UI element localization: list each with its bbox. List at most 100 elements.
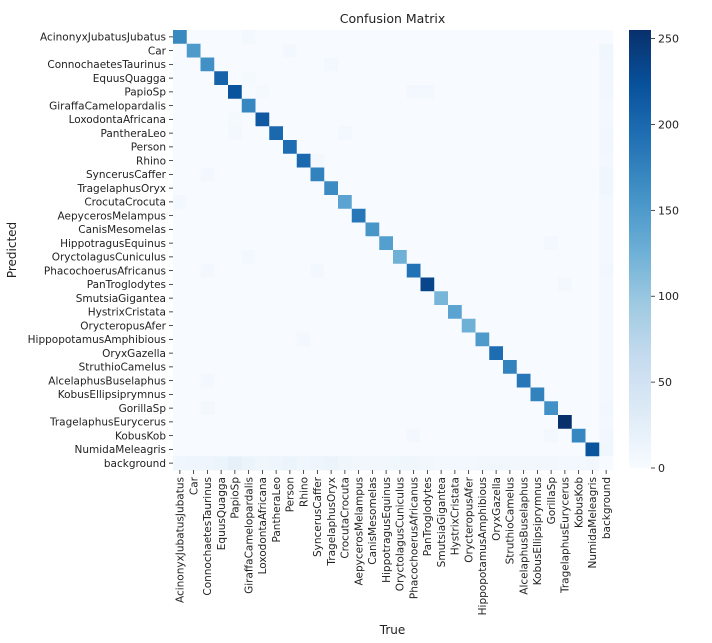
heatmap-cell-r16-c29 — [571, 250, 586, 265]
y-tick-label: Car — [148, 45, 167, 57]
heatmap-cell-r15-c23 — [489, 236, 504, 251]
heatmap-cell-r3-c20 — [448, 71, 463, 86]
heatmap-cell-r15-c9 — [296, 236, 311, 251]
heatmap-cell-r10-c1 — [186, 167, 201, 182]
heatmap-cell-r20-c19 — [434, 305, 449, 320]
heatmap-cell-r12-c31 — [599, 195, 614, 210]
heatmap-cell-r5-c25 — [516, 98, 531, 113]
heatmap-cell-r30-c26 — [530, 442, 545, 457]
heatmap-cell-r16-c12 — [338, 250, 353, 265]
y-tick-label: NumidaMeleagris — [75, 444, 166, 456]
heatmap-cell-r13-c20 — [448, 208, 463, 223]
heatmap-cell-r19-c2 — [200, 291, 215, 306]
heatmap-cell-r0-c30 — [585, 30, 600, 45]
heatmap-cell-r5-c7 — [269, 98, 284, 113]
heatmap-cell-r8-c25 — [516, 140, 531, 155]
heatmap-cell-r30-c16 — [393, 442, 408, 457]
heatmap-cell-r3-c18 — [420, 71, 435, 86]
heatmap-cell-r31-c11 — [324, 456, 339, 471]
heatmap-cell-r26-c26 — [530, 387, 545, 402]
heatmap-cell-r15-c17 — [406, 236, 421, 251]
heatmap-cell-r26-c14 — [365, 387, 380, 402]
heatmap-cell-r3-c22 — [475, 71, 490, 86]
heatmap-cell-r12-c23 — [489, 195, 504, 210]
heatmap-cell-r20-c25 — [516, 305, 531, 320]
heatmap-cell-r12-c1 — [186, 195, 201, 210]
heatmap-cell-r3-c29 — [571, 71, 586, 86]
heatmap-cell-r8-c24 — [503, 140, 518, 155]
heatmap-cell-r27-c28 — [558, 401, 573, 416]
y-tick-label: AcinonyxJubatusJubatus — [40, 32, 166, 44]
heatmap-cell-r23-c6 — [255, 346, 270, 361]
heatmap-cell-r22-c17 — [406, 332, 421, 347]
heatmap-cell-r8-c20 — [448, 140, 463, 155]
heatmap-cell-r20-c11 — [324, 305, 339, 320]
heatmap-cell-r4-c14 — [365, 85, 380, 100]
heatmap-cell-r11-c26 — [530, 181, 545, 196]
y-tick-label: TragelaphusOryx — [76, 183, 166, 195]
heatmap-cell-r20-c20 — [448, 305, 463, 320]
heatmap-cell-r31-c1 — [186, 456, 201, 471]
heatmap-cell-r17-c14 — [365, 263, 380, 278]
heatmap-cell-r11-c2 — [200, 181, 215, 196]
heatmap-cell-r31-c20 — [448, 456, 463, 471]
heatmap-cell-r25-c14 — [365, 373, 380, 388]
heatmap-cell-r0-c8 — [283, 30, 298, 45]
heatmap-cell-r11-c29 — [571, 181, 586, 196]
colorbar: 0 50 100 150 200 250 — [629, 30, 679, 475]
heatmap-cell-r22-c6 — [255, 332, 270, 347]
heatmap-cell-r14-c11 — [324, 222, 339, 237]
heatmap-cell-r25-c29 — [571, 373, 586, 388]
heatmap-cell-r13-c18 — [420, 208, 435, 223]
heatmap-cell-r25-c6 — [255, 373, 270, 388]
heatmap-cell-r6-c26 — [530, 112, 545, 127]
heatmap-cell-r10-c9 — [296, 167, 311, 182]
heatmap-cell-r3-c31 — [599, 71, 614, 86]
heatmap-cell-r29-c25 — [516, 428, 531, 443]
heatmap-cell-r8-c5 — [241, 140, 256, 155]
heatmap-cell-r6-c25 — [516, 112, 531, 127]
heatmap-cell-r18-c21 — [461, 277, 476, 292]
heatmap-cell-r12-c13 — [351, 195, 366, 210]
heatmap-cell-r5-c26 — [530, 98, 545, 113]
colorbar-gradient — [629, 30, 651, 468]
heatmap-cell-r16-c2 — [200, 250, 215, 265]
heatmap-cell-r4-c5 — [241, 85, 256, 100]
heatmap-cell-r7-c0 — [173, 126, 188, 141]
heatmap-cell-r0-c13 — [351, 30, 366, 45]
heatmap-cell-r15-c5 — [241, 236, 256, 251]
heatmap-cell-r22-c4 — [228, 332, 243, 347]
heatmap-cell-r18-c17 — [406, 277, 421, 292]
heatmap-cell-r22-c23 — [489, 332, 504, 347]
heatmap-cell-r23-c13 — [351, 346, 366, 361]
heatmap-cell-r18-c15 — [379, 277, 394, 292]
heatmap-cell-r8-c13 — [351, 140, 366, 155]
heatmap-cell-r14-c24 — [503, 222, 518, 237]
heatmap-cell-r25-c15 — [379, 373, 394, 388]
heatmap-cell-r16-c13 — [351, 250, 366, 265]
heatmap-cell-r9-c18 — [420, 153, 435, 168]
heatmap-cell-r25-c22 — [475, 373, 490, 388]
heatmap-cell-r1-c4 — [228, 43, 243, 58]
heatmap-cell-r27-c15 — [379, 401, 394, 416]
heatmap-cell-r15-c30 — [585, 236, 600, 251]
heatmap-cell-r16-c25 — [516, 250, 531, 265]
heatmap-cell-r0-c26 — [530, 30, 545, 45]
heatmap-cell-r3-c30 — [585, 71, 600, 86]
heatmap-cell-r25-c9 — [296, 373, 311, 388]
heatmap-cell-r9-c3 — [214, 153, 229, 168]
x-tick-label: KobusEllipsiprymnus — [532, 477, 544, 585]
heatmap-cell-r19-c30 — [585, 291, 600, 306]
heatmap-cell-r12-c4 — [228, 195, 243, 210]
heatmap-cell-r22-c18 — [420, 332, 435, 347]
heatmap-cell-r0-c18 — [420, 30, 435, 45]
heatmap-cell-r27-c0 — [173, 401, 188, 416]
heatmap-cell-r16-c21 — [461, 250, 476, 265]
heatmap-cell-r23-c4 — [228, 346, 243, 361]
heatmap-cell-r14-c18 — [420, 222, 435, 237]
heatmap-cell-r19-c20 — [448, 291, 463, 306]
heatmap-cell-r21-c22 — [475, 318, 490, 333]
heatmap-cell-r5-c19 — [434, 98, 449, 113]
heatmap-cell-r4-c4 — [228, 85, 243, 100]
colorbar-tick-label: 100 — [658, 290, 679, 303]
